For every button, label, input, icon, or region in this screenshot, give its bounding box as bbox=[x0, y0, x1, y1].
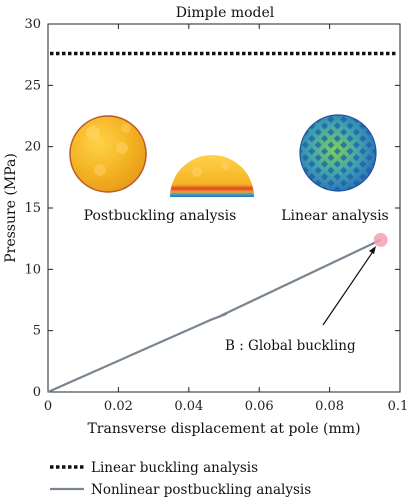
y-tick-label: 5 bbox=[33, 324, 41, 339]
x-axis-title: Transverse displacement at pole (mm) bbox=[87, 421, 360, 437]
y-tick-label: 25 bbox=[24, 78, 41, 93]
annotation-arrow bbox=[322, 249, 375, 326]
x-tick-label: 0.06 bbox=[245, 399, 274, 414]
x-tick-label: 0.02 bbox=[104, 399, 133, 414]
legend-label-nonlinear: Nonlinear postbuckling analysis bbox=[91, 482, 311, 498]
x-tick-label: 0.1 bbox=[388, 399, 409, 414]
y-tick-label: 30 bbox=[24, 17, 41, 32]
legend: Linear buckling analysis Nonlinear postb… bbox=[50, 460, 311, 498]
y-axis-title: Pressure (MPa) bbox=[3, 153, 19, 263]
series-nonlinear-postbuckling bbox=[47, 238, 382, 394]
y-tick-label: 20 bbox=[24, 140, 41, 155]
linear-analysis-mesh-image bbox=[299, 114, 377, 192]
chart-title: Dimple model bbox=[176, 5, 275, 21]
postbuckling-label: Postbuckling analysis bbox=[84, 208, 237, 224]
y-tick-label: 10 bbox=[24, 262, 41, 277]
postbuckling-sphere-image bbox=[69, 115, 147, 193]
legend-label-linear: Linear buckling analysis bbox=[91, 460, 258, 476]
y-tick-label: 15 bbox=[24, 201, 41, 216]
x-tick-label: 0 bbox=[44, 399, 52, 414]
x-tick-label: 0.04 bbox=[174, 399, 203, 414]
y-tick-label: 0 bbox=[33, 385, 41, 400]
postbuckling-dome-image bbox=[170, 155, 254, 197]
linear-analysis-label: Linear analysis bbox=[281, 208, 389, 224]
arrow-head-icon bbox=[369, 246, 376, 254]
global-buckling-label: B : Global buckling bbox=[225, 338, 356, 354]
x-tick-label: 0.08 bbox=[315, 399, 344, 414]
global-buckling-marker bbox=[373, 232, 388, 247]
